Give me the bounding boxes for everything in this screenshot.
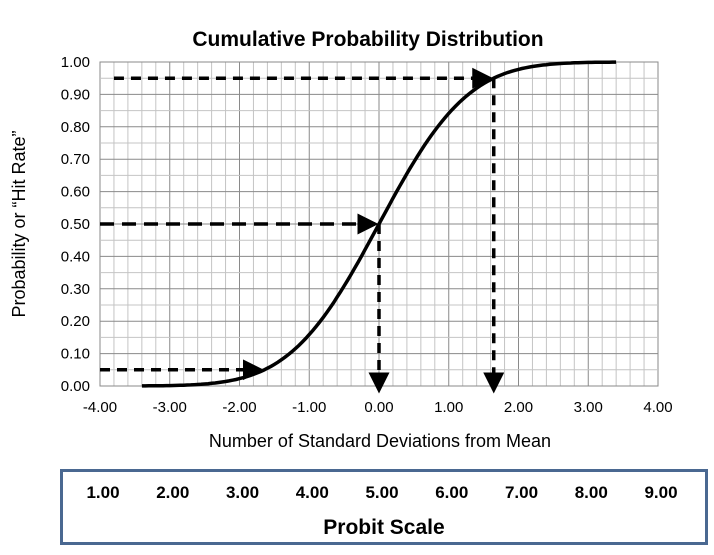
probit-tick-label: 8.00 (574, 483, 608, 502)
x-tick-label: -3.00 (153, 399, 187, 416)
annotations (100, 67, 505, 394)
y-tick-label: 0.60 (61, 184, 90, 201)
chart-title: Cumulative Probability Distribution (192, 28, 543, 51)
x-tick-label: -2.00 (222, 399, 256, 416)
probit-tick-label: 1.00 (86, 483, 120, 502)
probit-tick-label: 3.00 (225, 483, 260, 502)
x-tick-labels: -4.00 -3.00 -2.00 -1.00 0.00 1.00 2.00 3.00 4.00 (83, 399, 673, 416)
y-tick-label: 0.10 (61, 346, 90, 363)
x-tick-label: 0.00 (364, 399, 393, 416)
y-tick-label: 0.90 (61, 86, 90, 103)
y-tick-label: 0.80 (61, 119, 90, 136)
cdf-chart: Cumulative Probability Distribution 0.00… (9, 28, 673, 451)
y-tick-label: 1.00 (61, 54, 90, 71)
probit-tick-label: 5.00 (365, 483, 399, 502)
x-axis-label: Number of Standard Deviations from Mean (209, 431, 551, 451)
y-tick-label: 0.20 (61, 313, 90, 330)
y-tick-label: 0.40 (61, 248, 90, 265)
y-tick-labels: 0.00 0.10 0.20 0.30 0.40 0.50 0.60 0.70 0.80 0.90… (61, 54, 90, 395)
probit-tick-label: 7.00 (504, 483, 539, 502)
probit-tick-label: 4.00 (295, 483, 329, 502)
x-tick-label: -4.00 (83, 399, 117, 416)
y-tick-label: 0.00 (61, 378, 90, 395)
y-tick-label: 0.30 (61, 281, 90, 298)
y-axis-label: Probability or “Hit Rate” (9, 130, 29, 317)
y-tick-label: 0.70 (61, 151, 90, 168)
probit-scale-label: Probit Scale (323, 516, 445, 539)
probit-tick-label: 6.00 (435, 483, 469, 502)
x-tick-label: -1.00 (292, 399, 326, 416)
x-tick-label: 1.00 (434, 399, 463, 416)
x-tick-label: 3.00 (574, 399, 603, 416)
y-tick-label: 0.50 (61, 216, 90, 233)
probit-tick-label: 2.00 (156, 483, 190, 502)
x-tick-label: 4.00 (643, 399, 672, 416)
cdf-curve (141, 60, 617, 388)
probit-scale-box: 1.00 2.00 3.00 4.00 5.00 6.00 7.00 8.00 9.00 Pro… (60, 469, 708, 545)
x-tick-label: 2.00 (504, 399, 533, 416)
probit-tick-label: 9.00 (644, 483, 678, 502)
